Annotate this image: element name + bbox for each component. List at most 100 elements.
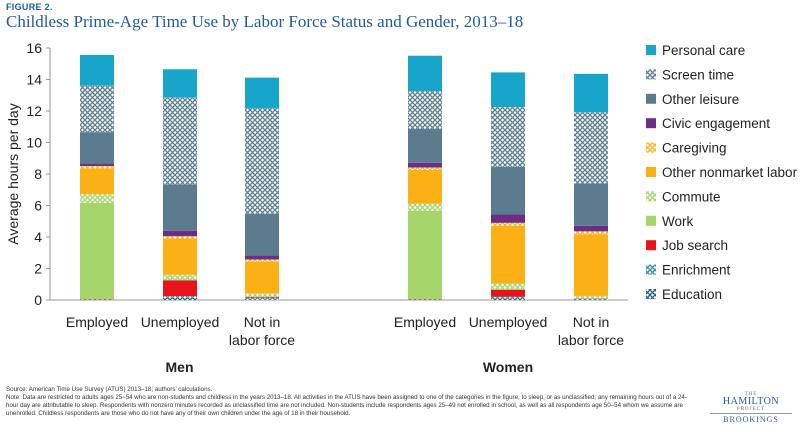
logo-project: PROJECT bbox=[736, 407, 766, 412]
legend-swatch-caregiving bbox=[646, 142, 656, 153]
bar-commute-5 bbox=[491, 283, 525, 289]
bar-personal-care-4 bbox=[408, 55, 442, 92]
y-tick-label: 8 bbox=[34, 166, 42, 182]
bar-commute-2 bbox=[163, 274, 197, 280]
legend-label-work: Work bbox=[662, 214, 694, 229]
legend-label-other-nonmarket-labor: Other nonmarket labor bbox=[662, 165, 798, 180]
bar-screen-time-1 bbox=[80, 85, 114, 133]
bar-job-search-2 bbox=[163, 280, 197, 297]
bar-caregiving-2 bbox=[163, 236, 197, 239]
bar-commute-3 bbox=[245, 293, 279, 297]
group-label: Women bbox=[483, 359, 533, 375]
group-label: Men bbox=[166, 359, 194, 375]
bar-work-1 bbox=[80, 202, 114, 300]
bar-screen-time-2 bbox=[163, 97, 197, 185]
footnote: Source: American Time Use Survey (ATUS) … bbox=[6, 386, 696, 418]
bar-commute-4 bbox=[408, 203, 442, 211]
bar-other-nonmarket-labor-1 bbox=[80, 168, 114, 195]
bar-other-nonmarket-labor-4 bbox=[408, 169, 442, 204]
x-tick-label: Employed bbox=[66, 314, 128, 330]
bar-screen-time-6 bbox=[574, 112, 608, 184]
legend-swatch-other-nonmarket-labor bbox=[646, 167, 656, 177]
y-tick-label: 4 bbox=[34, 229, 42, 245]
x-tick-label: Not in bbox=[244, 314, 281, 330]
source-note: Source: American Time Use Survey (ATUS) … bbox=[6, 386, 213, 393]
bar-personal-care-5 bbox=[491, 72, 525, 108]
bar-education-3 bbox=[245, 299, 279, 300]
x-tick-label: labor force bbox=[558, 332, 624, 348]
legend-label-screen-time: Screen time bbox=[662, 67, 734, 82]
bar-screen-time-4 bbox=[408, 91, 442, 129]
logo-hamilton: HAMILTON bbox=[722, 396, 780, 407]
bar-commute-1 bbox=[80, 194, 114, 203]
y-tick-label: 14 bbox=[26, 72, 42, 88]
bar-other-leisure-2 bbox=[163, 184, 197, 231]
legend-label-job-search: Job search bbox=[662, 238, 728, 253]
bar-enrichment-3 bbox=[245, 297, 279, 300]
logo-brookings: BROOKINGS bbox=[710, 413, 792, 424]
logo-the: THE bbox=[744, 392, 758, 397]
y-tick-label: 12 bbox=[26, 103, 42, 119]
bar-other-nonmarket-labor-2 bbox=[163, 238, 197, 275]
y-tick-label: 6 bbox=[34, 198, 42, 214]
bar-education-2 bbox=[163, 297, 197, 300]
chart-canvas: 0 2 4 6 8 10 12 14 16 Average hours per day Employ… bbox=[5, 40, 798, 375]
bar-other-leisure-5 bbox=[491, 166, 525, 215]
bar-screen-time-5 bbox=[491, 107, 525, 167]
legend-swatch-other-leisure bbox=[646, 93, 656, 104]
x-tick-label: Employed bbox=[394, 314, 456, 330]
bar-work-2 bbox=[163, 279, 197, 281]
bar-job-search-3 bbox=[245, 296, 279, 298]
legend-label-caregiving: Caregiving bbox=[662, 141, 727, 156]
bar-other-leisure-6 bbox=[574, 183, 608, 226]
bar-enrichment-5 bbox=[491, 296, 525, 299]
bar-personal-care-1 bbox=[80, 54, 114, 86]
bar-personal-care-6 bbox=[574, 73, 608, 113]
y-tick-label: 10 bbox=[26, 135, 42, 151]
bar-commute-6 bbox=[574, 295, 608, 299]
legend-label-other-leisure: Other leisure bbox=[662, 92, 739, 107]
bar-civic-engagement-3 bbox=[245, 255, 279, 260]
legend-swatch-civic-engagement bbox=[646, 118, 656, 129]
bar-civic-engagement-5 bbox=[491, 214, 525, 223]
legend-swatch-personal-care bbox=[646, 45, 656, 55]
bar-civic-engagement-6 bbox=[574, 225, 608, 232]
bar-enrichment-6 bbox=[574, 298, 608, 300]
bar-personal-care-2 bbox=[163, 69, 197, 98]
legend-swatch-job-search bbox=[646, 240, 656, 251]
bar-civic-engagement-4 bbox=[408, 162, 442, 168]
bar-caregiving-5 bbox=[491, 222, 525, 226]
legend-swatch-enrichment bbox=[646, 264, 656, 275]
bar-civic-engagement-1 bbox=[80, 163, 114, 166]
figure-label: FIGURE 2. bbox=[6, 2, 53, 12]
legend-label-education: Education bbox=[662, 287, 722, 302]
legend-label-enrichment: Enrichment bbox=[662, 263, 731, 278]
legend-swatch-work bbox=[646, 215, 656, 226]
legend-swatch-commute bbox=[646, 191, 656, 202]
bar-civic-engagement-2 bbox=[163, 230, 197, 237]
bar-other-leisure-3 bbox=[245, 213, 279, 256]
bar-work-4 bbox=[408, 210, 442, 300]
bar-work-5 bbox=[491, 288, 525, 290]
legend-label-personal-care: Personal care bbox=[662, 43, 745, 58]
x-tick-label: Not in bbox=[573, 314, 610, 330]
y-tick-label: 0 bbox=[34, 292, 42, 308]
x-tick-label: Unemployed bbox=[141, 314, 220, 330]
bar-personal-care-3 bbox=[245, 77, 279, 109]
legend-label-civic-engagement: Civic engagement bbox=[662, 116, 770, 131]
bar-enrichment-2 bbox=[163, 296, 197, 298]
y-tick-label: 16 bbox=[26, 40, 42, 56]
bar-other-nonmarket-labor-6 bbox=[574, 234, 608, 296]
bar-other-leisure-1 bbox=[80, 132, 114, 164]
y-axis-label: Average hours per day bbox=[5, 103, 21, 244]
bar-screen-time-3 bbox=[245, 108, 279, 214]
bar-education-5 bbox=[491, 298, 525, 300]
legend-swatch-education bbox=[646, 289, 656, 299]
bar-caregiving-3 bbox=[245, 259, 279, 262]
y-tick-label: 2 bbox=[34, 261, 42, 277]
bar-caregiving-6 bbox=[574, 231, 608, 235]
legend-swatch-screen-time bbox=[646, 69, 656, 80]
hamilton-brookings-logo: THE HAMILTON PROJECT BROOKINGS bbox=[710, 392, 792, 424]
x-tick-label: labor force bbox=[229, 332, 295, 348]
legend-label-commute: Commute bbox=[662, 189, 721, 204]
